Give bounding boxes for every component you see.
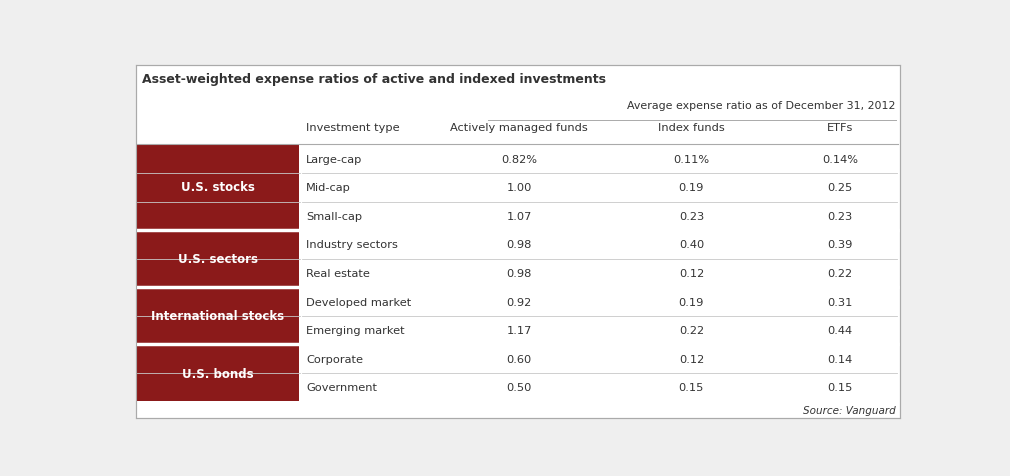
Text: Emerging market: Emerging market <box>306 326 405 336</box>
Text: Industry sectors: Industry sectors <box>306 240 398 250</box>
Text: ETFs: ETFs <box>827 123 853 133</box>
Text: Mid-cap: Mid-cap <box>306 183 351 193</box>
Text: 0.19: 0.19 <box>679 297 704 307</box>
Bar <box>137 289 299 343</box>
Text: 0.22: 0.22 <box>827 268 852 278</box>
Text: Developed market: Developed market <box>306 297 411 307</box>
Text: Small-cap: Small-cap <box>306 211 363 221</box>
Text: Asset-weighted expense ratios of active and indexed investments: Asset-weighted expense ratios of active … <box>141 73 606 86</box>
Text: U.S. stocks: U.S. stocks <box>181 180 255 194</box>
Text: Large-cap: Large-cap <box>306 154 363 164</box>
Text: 0.14%: 0.14% <box>822 154 858 164</box>
Text: Corporate: Corporate <box>306 354 364 364</box>
Text: 0.82%: 0.82% <box>501 154 537 164</box>
Text: 0.15: 0.15 <box>679 382 704 392</box>
Text: U.S. bonds: U.S. bonds <box>182 367 254 380</box>
Text: 1.00: 1.00 <box>506 183 532 193</box>
Text: 0.40: 0.40 <box>679 240 704 250</box>
Bar <box>137 145 299 229</box>
Text: 0.23: 0.23 <box>827 211 852 221</box>
Text: 0.31: 0.31 <box>827 297 852 307</box>
Text: 0.39: 0.39 <box>827 240 852 250</box>
Bar <box>137 346 299 402</box>
Text: Average expense ratio as of December 31, 2012: Average expense ratio as of December 31,… <box>627 101 896 111</box>
Text: Source: Vanguard: Source: Vanguard <box>803 405 896 415</box>
Text: 0.23: 0.23 <box>679 211 704 221</box>
Text: 0.12: 0.12 <box>679 268 704 278</box>
Text: 0.44: 0.44 <box>827 326 852 336</box>
Text: Actively managed funds: Actively managed funds <box>450 123 588 133</box>
Text: 0.50: 0.50 <box>506 382 532 392</box>
Text: Real estate: Real estate <box>306 268 370 278</box>
Text: 0.22: 0.22 <box>679 326 704 336</box>
Text: 0.19: 0.19 <box>679 183 704 193</box>
Text: 0.98: 0.98 <box>506 268 532 278</box>
Text: 0.25: 0.25 <box>827 183 852 193</box>
Text: 0.12: 0.12 <box>679 354 704 364</box>
Text: 1.17: 1.17 <box>506 326 532 336</box>
Text: Investment type: Investment type <box>306 123 400 133</box>
Text: 0.98: 0.98 <box>506 240 532 250</box>
Text: Government: Government <box>306 382 378 392</box>
Text: Index funds: Index funds <box>659 123 725 133</box>
Text: 0.11%: 0.11% <box>674 154 709 164</box>
Text: 0.60: 0.60 <box>507 354 532 364</box>
Text: 1.07: 1.07 <box>506 211 532 221</box>
Text: 0.92: 0.92 <box>507 297 532 307</box>
Text: 0.14: 0.14 <box>827 354 852 364</box>
Bar <box>137 232 299 286</box>
Text: U.S. sectors: U.S. sectors <box>178 253 258 266</box>
Text: 0.15: 0.15 <box>827 382 852 392</box>
Text: International stocks: International stocks <box>152 310 285 323</box>
